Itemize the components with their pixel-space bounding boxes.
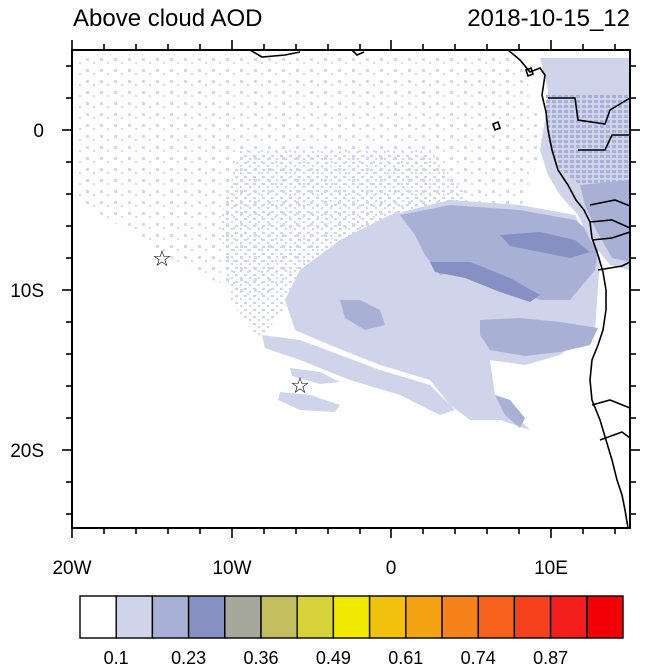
colorbar-swatch [513,595,552,639]
aod-band-medium-3 [340,300,385,330]
aod-band-medium-4 [495,395,525,428]
aod-plume-tail-3 [290,368,340,384]
aod-land-speckle [545,95,630,185]
lon-label-10w: 10W [212,558,251,579]
colorbar-swatch [405,595,443,639]
inland-lake [492,120,501,132]
lon-label-10e: 10E [534,558,568,579]
axis-ticks [62,40,640,538]
colorbar-label: 0.49 [316,648,351,667]
lon-label-0: 0 [386,558,397,579]
star-marker-1: ☆ [152,246,172,271]
aod-field [76,58,630,430]
aod-band-medium-1 [400,205,600,300]
lat-label-0: 0 [33,121,44,142]
colorbar-swatch [151,595,190,639]
lon-label-20w: 20W [52,558,91,579]
colorbar-swatch [224,595,262,639]
colorbar-swatch [296,595,335,639]
coastlines [249,50,630,528]
star-marker-2: ☆ [290,373,310,398]
colorbar-swatch [187,595,226,639]
colorbar-swatch [441,595,479,639]
aod-band-medium-2 [480,318,598,356]
inland-lake-2 [525,66,534,78]
aod-streak-dark-2 [500,232,590,258]
colorbar-swatch [549,595,588,639]
colorbar-swatch [260,595,298,639]
colorbar-label: 0.23 [171,648,206,667]
map-timestamp: 2018-10-15_12 [467,5,630,32]
colorbar-label: 0.87 [533,648,568,667]
lat-label-10s: 10S [10,281,44,302]
africa-coastline [249,50,629,528]
map-title: Above cloud AOD [73,5,262,32]
colorbar-label: 0.36 [243,648,278,667]
colorbar-labels: 0.1 0.23 0.36 0.49 0.61 0.74 0.87 [104,648,568,667]
colorbar-swatch [332,595,371,639]
country-borders [548,97,630,441]
aod-streak-dark-1 [430,262,540,302]
colorbar-swatch [79,595,117,639]
aod-speckle-mid [220,150,470,340]
colorbar-label: 0.1 [104,648,129,667]
colorbar [79,595,624,639]
colorbar-label: 0.61 [388,648,423,667]
colorbar-label: 0.74 [461,648,496,667]
aod-plume-tail-1 [262,335,455,415]
colorbar-swatch [586,595,624,639]
aod-plume-tail-2 [278,392,340,412]
map-frame [71,49,631,529]
colorbar-swatch [477,595,516,639]
colorbar-swatch [368,595,407,639]
lat-label-20s: 20S [10,441,44,462]
colorbar-swatch [115,595,154,639]
